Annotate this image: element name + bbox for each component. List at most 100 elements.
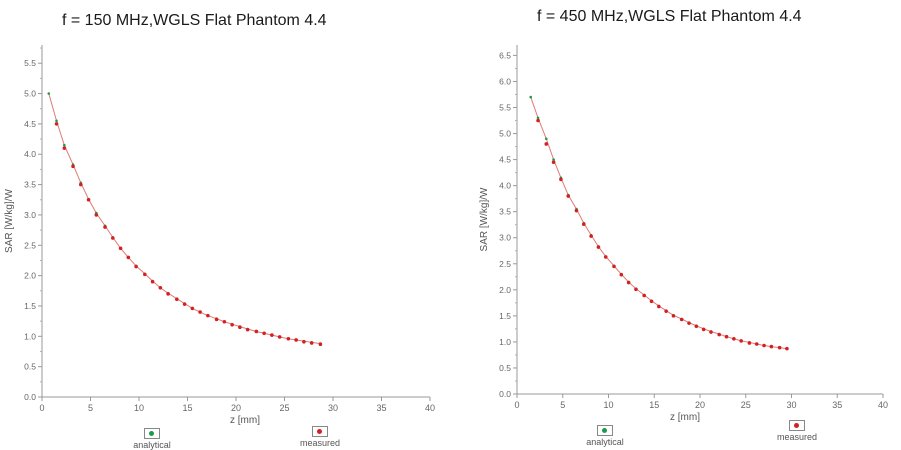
measured-point xyxy=(262,331,266,336)
measured-point xyxy=(762,343,766,348)
measured-point xyxy=(649,299,654,304)
x-tick-label: 10 xyxy=(603,400,613,410)
y-tick-label: 0.5 xyxy=(499,363,511,373)
y-tick-label: 1.5 xyxy=(24,301,36,311)
measured-point xyxy=(71,164,75,169)
measured-point xyxy=(206,313,210,318)
measured-point xyxy=(150,279,155,284)
chart-450mhz: f = 450 MHz,WGLS Flat Phantom 4.4 0 5 10 15… xyxy=(455,0,901,450)
measured-point xyxy=(566,194,571,198)
x-tick-label: 40 xyxy=(878,400,888,410)
x-axis-label: z [mm] xyxy=(670,412,700,423)
x-axis-label: z [mm] xyxy=(230,415,260,426)
measured-point xyxy=(182,302,187,306)
x-tick-label: 10 xyxy=(134,403,144,413)
y-tick-label: 1.0 xyxy=(24,331,36,341)
y-tick-label: 5.0 xyxy=(24,89,36,99)
y-tick-label: 2.0 xyxy=(499,285,511,295)
measured-point xyxy=(777,345,782,350)
measured-point xyxy=(551,160,556,165)
measured-point xyxy=(785,346,789,351)
measured-point xyxy=(536,118,540,123)
measured-point xyxy=(94,213,99,217)
y-tick-label: 2.5 xyxy=(499,259,511,269)
x-tick-label: 0 xyxy=(39,403,44,413)
measured-point xyxy=(158,285,163,290)
y-tick-label: 5.5 xyxy=(499,103,511,113)
y-tick-label: 3.5 xyxy=(499,207,511,217)
y-tick-label: 2.5 xyxy=(24,240,36,250)
y-tick-label: 3.0 xyxy=(499,233,511,243)
measured-point xyxy=(769,344,774,349)
measured-point xyxy=(103,225,107,229)
x-tick-label: 35 xyxy=(832,400,842,410)
measured-point xyxy=(166,292,170,296)
measured-point xyxy=(309,341,314,345)
measured-point xyxy=(175,297,179,302)
chart-150mhz-plot: 0 5 10 15 20 25 30 35 40 0.0 0.5 1.0 1.5 2.0 2.5 3.0 3.5… xyxy=(4,45,435,426)
analytical-curve xyxy=(48,93,321,345)
y-tick-label: 6.0 xyxy=(499,76,511,86)
measured-point xyxy=(143,272,147,277)
measured-point xyxy=(544,142,549,146)
legend-measured-marker xyxy=(312,426,328,437)
y-tick-label: 6.5 xyxy=(499,50,511,60)
measured-point xyxy=(254,329,259,334)
chart-450mhz-plot: 0 5 10 15 20 25 30 35 40 0.0 0.5 1.0 1.5 2.0 2.5 3.0 3.5… xyxy=(479,45,888,423)
measured-point xyxy=(581,222,586,226)
measured-point xyxy=(214,317,219,322)
legend-measured-label: measured xyxy=(299,438,341,448)
measured-point xyxy=(286,336,291,341)
measured-point xyxy=(701,327,706,332)
measured-point xyxy=(238,325,242,330)
measured-point xyxy=(619,272,624,277)
y-tick-label: 4.0 xyxy=(499,181,511,191)
legend-analytical: analytical xyxy=(575,425,635,447)
x-tick-label: 15 xyxy=(649,400,659,410)
x-tick-label: 0 xyxy=(514,400,519,410)
measured-point xyxy=(687,321,691,325)
measured-point xyxy=(574,208,579,213)
measured-point xyxy=(54,122,59,126)
y-tick-label: 4.5 xyxy=(499,155,511,165)
measured-point xyxy=(603,255,608,259)
legend-measured-marker xyxy=(789,420,805,431)
measured-point xyxy=(694,324,699,329)
analytical-point xyxy=(55,119,58,123)
analytical-point xyxy=(529,95,533,99)
x-tick-label: 40 xyxy=(425,403,435,413)
legend-analytical: analytical xyxy=(122,428,182,450)
measured-point xyxy=(679,317,684,322)
x-tick-label: 5 xyxy=(560,400,565,410)
y-axis-label: SAR [W/kg]/W xyxy=(479,187,490,251)
analytical-point xyxy=(536,116,540,120)
analytical-point xyxy=(544,137,548,141)
measured-point xyxy=(747,341,752,345)
analytical-point xyxy=(47,92,51,95)
measured-point xyxy=(559,177,563,182)
measured-point xyxy=(754,342,759,346)
legend-analytical-label: analytical xyxy=(133,440,171,450)
x-tick-label: 25 xyxy=(279,403,289,413)
measured-point xyxy=(739,339,743,343)
measured-point xyxy=(612,264,616,269)
legend-analytical-marker xyxy=(597,425,613,436)
chart-title: f = 150 MHz,WGLS Flat Phantom 4.4 xyxy=(62,12,327,29)
y-tick-label: 3.0 xyxy=(24,210,36,220)
measured-point xyxy=(86,197,91,202)
measured-point xyxy=(671,314,676,318)
measured-point xyxy=(589,234,593,238)
chart-150mhz: f = 150 MHz,WGLS Flat Phantom 4.4 0 5 10 15… xyxy=(0,0,450,450)
measured-point xyxy=(277,335,282,339)
y-tick-label: 5.5 xyxy=(24,58,36,68)
measured-point xyxy=(134,264,138,269)
chart-title: f = 450 MHz,WGLS Flat Phantom 4.4 xyxy=(537,8,802,25)
measured-point xyxy=(626,280,631,285)
legend-measured: measured xyxy=(290,426,350,448)
measured-point xyxy=(717,332,722,337)
measured-point xyxy=(724,334,729,339)
y-tick-label: 1.0 xyxy=(499,337,511,347)
measured-point xyxy=(245,327,250,332)
x-tick-label: 30 xyxy=(328,403,338,413)
analytical-point xyxy=(63,143,66,147)
